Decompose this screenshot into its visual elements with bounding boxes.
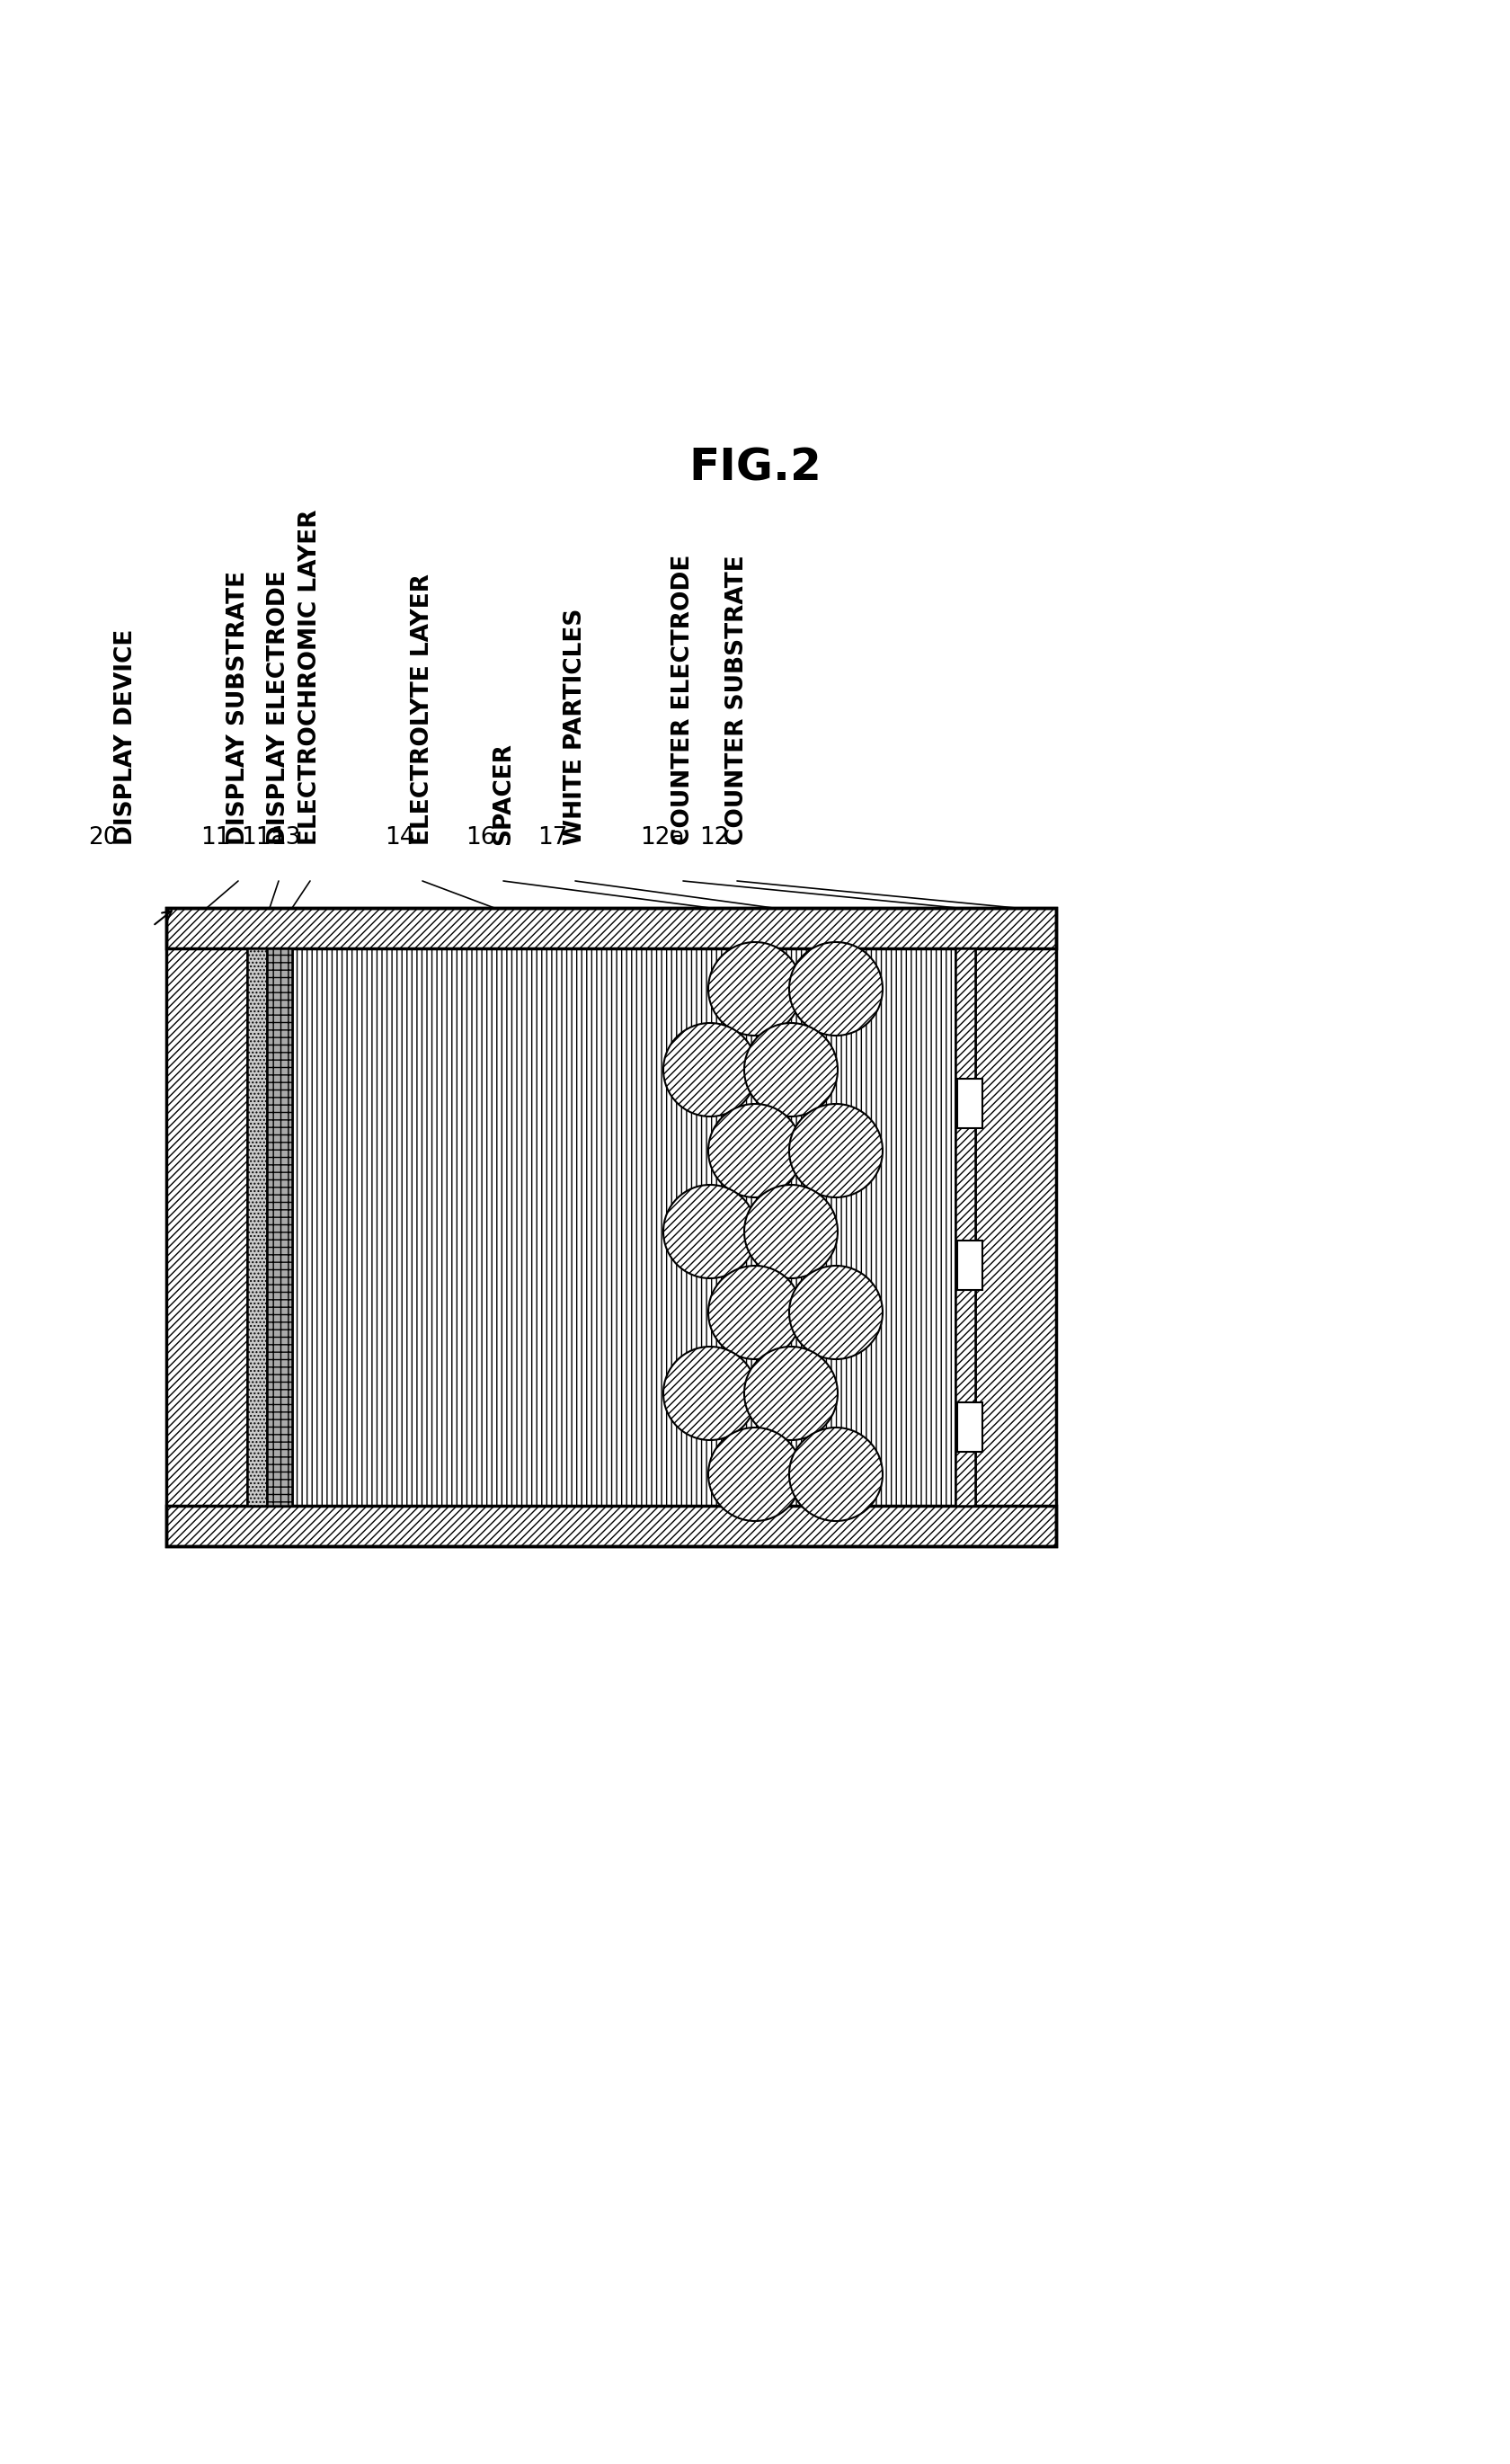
Text: DISPLAY ELECTRODE: DISPLAY ELECTRODE [267,569,290,845]
Bar [166,1506,1055,1547]
Ellipse shape [790,1427,883,1520]
Text: 17: 17 [538,825,568,850]
Text: 16: 16 [465,825,495,850]
Ellipse shape [744,1348,838,1439]
Text: WHITE PARTICLES: WHITE PARTICLES [563,609,587,845]
Text: FIG.2: FIG.2 [689,446,821,490]
Text: 12a: 12a [640,825,684,850]
Text: COUNTER ELECTRODE: COUNTER ELECTRODE [672,554,695,845]
Text: ELECTROCHROMIC LAYER: ELECTROCHROMIC LAYER [299,510,322,845]
Bar [957,1079,983,1129]
Bar [956,949,975,1506]
Ellipse shape [708,1266,802,1360]
Text: SPACER: SPACER [492,742,515,845]
Bar [291,949,956,1506]
Bar [975,949,1055,1506]
Text: ELECTROLYTE LAYER: ELECTROLYTE LAYER [411,574,435,845]
Text: COUNTER SUBSTRATE: COUNTER SUBSTRATE [725,554,749,845]
Text: 14: 14 [385,825,415,850]
Ellipse shape [663,1348,757,1439]
Ellipse shape [744,1023,838,1116]
Bar [166,907,1055,1547]
Bar [267,949,291,1506]
Bar [166,949,248,1506]
Ellipse shape [790,1104,883,1198]
Bar [166,907,1055,949]
Text: DISPLAY DEVICE: DISPLAY DEVICE [115,628,137,845]
Ellipse shape [663,1023,757,1116]
Bar [957,1402,983,1451]
Text: 11: 11 [201,825,231,850]
Ellipse shape [708,1427,802,1520]
Ellipse shape [708,1104,802,1198]
Text: 20: 20 [88,825,118,850]
Text: 12: 12 [699,825,729,850]
Text: 11a: 11a [242,825,285,850]
Bar [248,949,267,1506]
Bar [957,1239,983,1291]
Ellipse shape [790,1266,883,1360]
Ellipse shape [708,941,802,1035]
Ellipse shape [790,941,883,1035]
Ellipse shape [744,1185,838,1279]
Ellipse shape [663,1185,757,1279]
Text: DISPLAY SUBSTRATE: DISPLAY SUBSTRATE [226,572,249,845]
Text: 13: 13 [270,825,300,850]
